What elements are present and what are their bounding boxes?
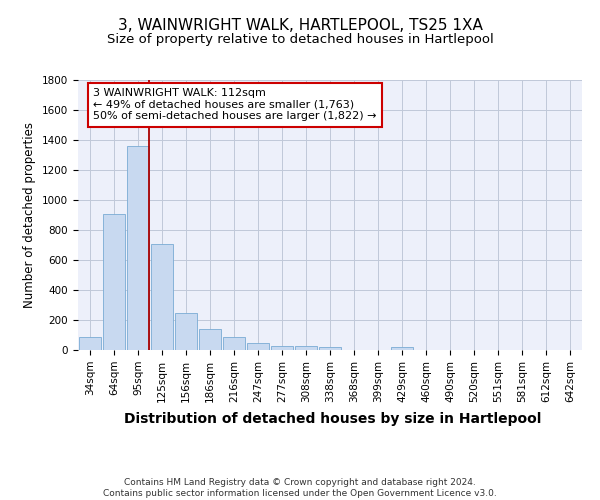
Y-axis label: Number of detached properties: Number of detached properties bbox=[23, 122, 37, 308]
Bar bbox=[103, 214, 125, 350]
Text: 3 WAINWRIGHT WALK: 112sqm
← 49% of detached houses are smaller (1,763)
50% of se: 3 WAINWRIGHT WALK: 112sqm ← 49% of detac… bbox=[93, 88, 377, 122]
Bar bbox=[271, 346, 293, 350]
Bar bbox=[295, 346, 317, 350]
Bar bbox=[199, 329, 221, 350]
Bar bbox=[223, 337, 245, 350]
Bar bbox=[175, 313, 197, 350]
Bar bbox=[247, 342, 269, 350]
Text: Size of property relative to detached houses in Hartlepool: Size of property relative to detached ho… bbox=[107, 32, 493, 46]
Bar bbox=[79, 337, 101, 350]
Bar bbox=[151, 244, 173, 350]
Text: Contains HM Land Registry data © Crown copyright and database right 2024.
Contai: Contains HM Land Registry data © Crown c… bbox=[103, 478, 497, 498]
Text: Distribution of detached houses by size in Hartlepool: Distribution of detached houses by size … bbox=[124, 412, 542, 426]
Bar bbox=[391, 347, 413, 350]
Bar bbox=[127, 146, 149, 350]
Text: 3, WAINWRIGHT WALK, HARTLEPOOL, TS25 1XA: 3, WAINWRIGHT WALK, HARTLEPOOL, TS25 1XA bbox=[118, 18, 482, 32]
Bar bbox=[319, 348, 341, 350]
